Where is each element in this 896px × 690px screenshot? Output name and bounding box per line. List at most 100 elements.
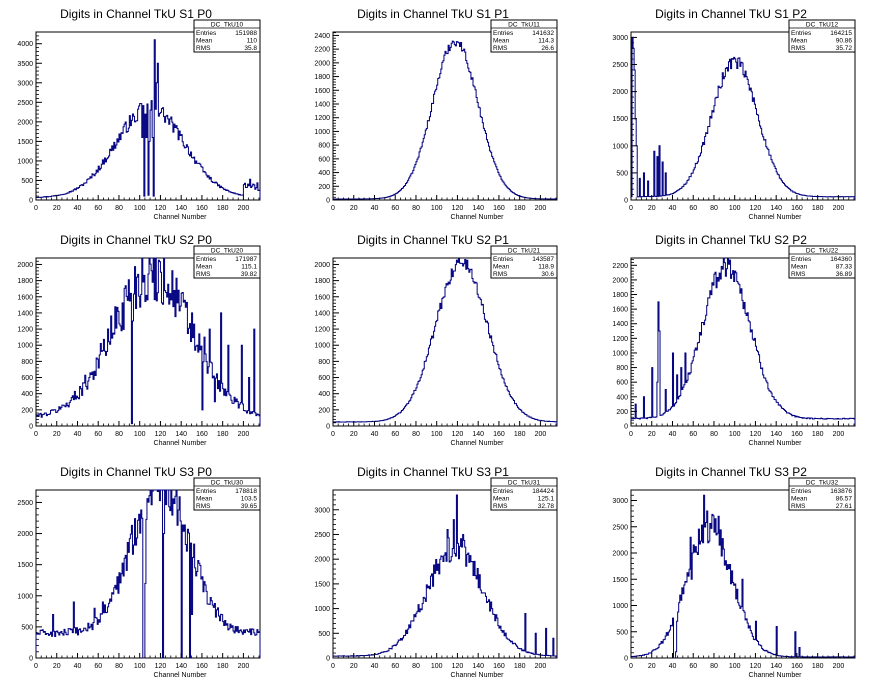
x-tick-label: 120 bbox=[750, 663, 762, 670]
x-tick-label: 140 bbox=[472, 663, 484, 670]
y-tick-label: 200 bbox=[616, 409, 628, 416]
x-tick-label: 140 bbox=[472, 205, 484, 212]
y-tick-label: 400 bbox=[616, 394, 628, 401]
stats-rms-label: RMS bbox=[791, 271, 806, 278]
x-tick-label: 0 bbox=[34, 663, 38, 670]
x-tick-label: 140 bbox=[175, 431, 187, 438]
y-tick-label: 2000 bbox=[314, 262, 330, 269]
y-tick-label: 200 bbox=[318, 407, 330, 414]
y-tick-label: 0 bbox=[326, 656, 330, 663]
y-tick-label: 2500 bbox=[17, 500, 33, 507]
y-tick-label: 600 bbox=[318, 156, 330, 163]
x-tick-label: 100 bbox=[134, 205, 146, 212]
stats-entries-label: Entries bbox=[493, 30, 514, 37]
histogram-panel: Digits in Channel TkU S3 P0 0 20 40 60 80 100 1… bbox=[17, 465, 261, 679]
x-tick-label: 20 bbox=[648, 431, 656, 438]
stats-entries-value: 151988 bbox=[235, 30, 257, 37]
y-tick-label: 2000 bbox=[612, 551, 628, 558]
x-tick-label: 100 bbox=[431, 663, 443, 670]
x-tick-label: 100 bbox=[134, 663, 146, 670]
plot-frame bbox=[332, 489, 558, 659]
y-tick-label: 1000 bbox=[17, 593, 33, 600]
y-tick-label: 1500 bbox=[314, 581, 330, 588]
stats-rms-value: 35.8 bbox=[244, 45, 257, 52]
panel-title: Digits in Channel TkU S2 P2 bbox=[655, 233, 807, 247]
y-tick-label: 0 bbox=[29, 656, 33, 663]
x-tick-label: 60 bbox=[94, 431, 102, 438]
histogram-series bbox=[35, 39, 261, 200]
x-tick-label: 80 bbox=[412, 205, 420, 212]
histogram-panel: Digits in Channel TkU S1 P0 0 20 40 60 80 100 1… bbox=[17, 7, 261, 221]
stats-entries-label: Entries bbox=[196, 30, 217, 37]
stats-mean-value: 114.3 bbox=[538, 38, 554, 45]
y-tick-label: 2000 bbox=[17, 262, 33, 269]
stats-mean-value: 125.1 bbox=[538, 496, 555, 503]
y-tick-label: 500 bbox=[616, 629, 628, 636]
x-tick-label: 20 bbox=[53, 205, 61, 212]
stats-box-frame bbox=[193, 19, 261, 53]
y-tick-label: 0 bbox=[624, 656, 628, 663]
y-tick-label: 800 bbox=[318, 143, 330, 150]
panel-title: Digits in Channel TkU S1 P1 bbox=[357, 7, 509, 21]
stats-box-frame bbox=[193, 245, 261, 279]
x-tick-label: 0 bbox=[331, 205, 335, 212]
histogram-series bbox=[332, 258, 558, 426]
x-tick-label: 120 bbox=[452, 205, 464, 212]
stats-rms-label: RMS bbox=[493, 45, 508, 52]
stats-entries-label: Entries bbox=[493, 488, 514, 495]
y-tick-label: 200 bbox=[21, 407, 33, 414]
stats-mean-value: 90.86 bbox=[836, 38, 853, 45]
stats-rms-value: 26.6 bbox=[541, 45, 554, 52]
y-tick-label: 1200 bbox=[612, 336, 628, 343]
x-axis-label: Channel Number bbox=[154, 214, 208, 221]
y-tick-label: 500 bbox=[21, 178, 33, 185]
stats-entries-label: Entries bbox=[493, 256, 514, 263]
stats-box-frame bbox=[788, 477, 856, 511]
histogram-panel: Digits in Channel TkU S2 P2 0 20 40 60 80 100 1… bbox=[612, 233, 856, 447]
x-axis-label: Channel Number bbox=[451, 672, 505, 679]
stats-rms-value: 39.65 bbox=[241, 503, 258, 510]
y-tick-label: 1200 bbox=[17, 327, 33, 334]
x-tick-label: 60 bbox=[689, 205, 697, 212]
x-tick-label: 100 bbox=[729, 205, 741, 212]
x-tick-label: 40 bbox=[371, 431, 379, 438]
stats-rms-value: 30.6 bbox=[541, 271, 554, 278]
x-tick-label: 0 bbox=[331, 431, 335, 438]
stats-box-frame bbox=[788, 245, 856, 279]
y-tick-label: 600 bbox=[21, 375, 33, 382]
panel-title: Digits in Channel TkU S2 P0 bbox=[60, 233, 212, 247]
x-tick-label: 0 bbox=[629, 205, 633, 212]
y-tick-label: 1400 bbox=[17, 310, 33, 317]
y-tick-label: 800 bbox=[318, 359, 330, 366]
histogram-series bbox=[630, 494, 856, 659]
y-tick-label: 200 bbox=[318, 184, 330, 191]
stats-entries-label: Entries bbox=[791, 256, 812, 263]
x-tick-label: 140 bbox=[770, 431, 782, 438]
x-tick-label: 140 bbox=[175, 205, 187, 212]
x-tick-label: 160 bbox=[196, 431, 208, 438]
stats-mean-label: Mean bbox=[791, 496, 808, 503]
stats-rms-label: RMS bbox=[493, 271, 508, 278]
stats-mean-label: Mean bbox=[196, 496, 213, 503]
panel-title: Digits in Channel TkU S3 P1 bbox=[357, 465, 509, 479]
x-tick-label: 20 bbox=[350, 431, 358, 438]
stats-entries-value: 184424 bbox=[532, 488, 554, 495]
histogram-series bbox=[35, 489, 261, 659]
x-tick-label: 200 bbox=[833, 205, 845, 212]
stats-rms-label: RMS bbox=[196, 271, 211, 278]
stats-name: DC_TkU21 bbox=[508, 248, 541, 255]
x-tick-label: 120 bbox=[155, 205, 167, 212]
y-tick-label: 1600 bbox=[314, 88, 330, 95]
stats-entries-value: 143587 bbox=[532, 256, 554, 263]
histogram-panel: Digits in Channel TkU S3 P1 0 20 40 60 80 100 1… bbox=[314, 465, 558, 679]
y-tick-label: 2000 bbox=[314, 60, 330, 67]
stats-entries-label: Entries bbox=[196, 256, 217, 263]
y-tick-label: 2500 bbox=[612, 62, 628, 69]
x-tick-label: 0 bbox=[34, 205, 38, 212]
panel-title: Digits in Channel TkU S2 P1 bbox=[357, 233, 509, 247]
y-tick-label: 0 bbox=[624, 198, 628, 205]
